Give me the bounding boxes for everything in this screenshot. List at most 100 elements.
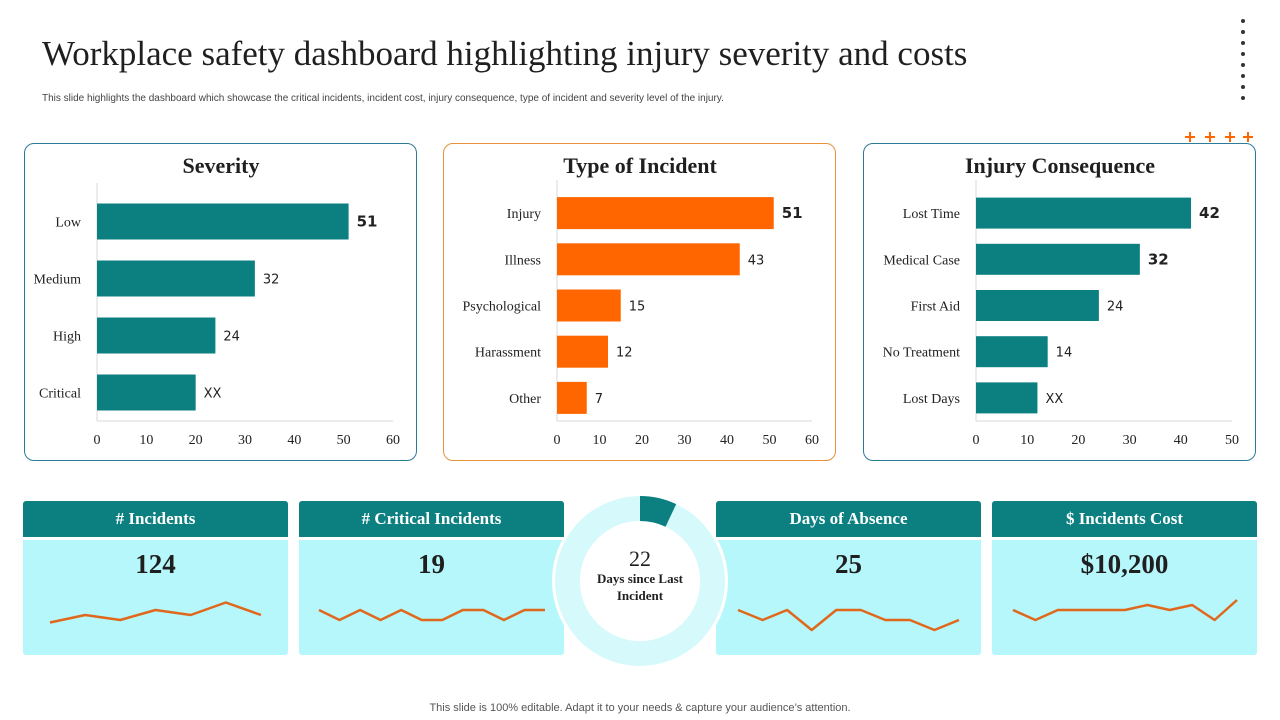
kpi-incidents-value: 124 <box>135 549 176 579</box>
donut-slice <box>640 496 677 527</box>
bar-lost-time <box>976 197 1192 229</box>
sparkline-path <box>1012 599 1238 622</box>
value-label-high: 24 <box>223 330 240 345</box>
x-tick-label: 0 <box>94 433 101 448</box>
value-label-psychological: 15 <box>629 300 646 315</box>
bar-illness <box>557 243 740 276</box>
kpi-critical-incidents-header: # Critical Incidents <box>299 501 564 537</box>
category-label-lost-time: Lost Time <box>903 207 960 222</box>
category-label-harassment: Harassment <box>475 346 541 361</box>
bar-low <box>97 203 349 240</box>
x-tick-label: 30 <box>678 433 692 448</box>
bar-injury <box>557 197 774 230</box>
kpi-incidents-cost-header: $ Incidents Cost <box>992 501 1257 537</box>
donut-hole <box>580 521 700 641</box>
kpi-critical-incidents-sparkline <box>318 608 545 622</box>
bar-chart-svg: Severity 0 10 20 30 40 50 60 Low 51 Medium 32 High 24… <box>34 153 400 448</box>
days-since-incident-donut <box>552 493 728 669</box>
kpi-incidents-header: # Incidents <box>23 501 288 537</box>
x-tick-label: 50 <box>763 433 777 448</box>
bar-chart-svg: Injury Consequence 0 10 20 30 40 50 Lost Time 42… <box>883 153 1239 448</box>
kpi-critical-incidents-value: 19 <box>418 549 445 579</box>
kpi-incidents-cost-card <box>992 540 1257 655</box>
category-label-illness: Illness <box>504 253 541 268</box>
bar-lost-days <box>976 382 1038 414</box>
page-title: Workplace safety dashboard highlighting … <box>42 34 968 73</box>
x-tick-label: 50 <box>337 433 351 448</box>
sparkline-path <box>49 601 262 624</box>
kpi-days-absence-card <box>716 540 981 655</box>
value-label-first-aid: 24 <box>1107 300 1124 315</box>
category-label-psychological: Psychological <box>462 300 541 315</box>
kpi-days-absence-value: 25 <box>835 549 862 579</box>
category-label-lost-days: Lost Days <box>903 392 960 407</box>
x-tick-label: 60 <box>805 433 819 448</box>
decorative-plus-icon <box>1185 132 1253 142</box>
days-since-incident-value: 22 <box>629 546 651 571</box>
x-tick-label: 60 <box>386 433 400 448</box>
value-label-injury: 51 <box>782 204 803 222</box>
chart-title: Injury Consequence <box>965 153 1155 178</box>
kpi-days-absence-sparkline <box>737 608 960 632</box>
kpi-incidents-cost-value: $10,200 <box>1080 549 1169 579</box>
value-label-medical-case: 32 <box>1148 250 1169 268</box>
bar-critical <box>97 374 196 411</box>
x-tick-label: 50 <box>1225 433 1239 448</box>
footer-note: This slide is 100% editable. Adapt it to… <box>429 702 851 714</box>
severity-chart-panel: Severity 0 10 20 30 40 50 60 Low 51 Medium 32 High 24… <box>24 143 417 461</box>
value-label-medium: 32 <box>263 273 280 288</box>
kpi-incidents-card <box>23 540 288 655</box>
page-subtitle: This slide highlights the dashboard whic… <box>42 93 724 104</box>
x-tick-label: 0 <box>554 433 561 448</box>
value-label-no-treatment: 14 <box>1056 346 1073 361</box>
kpi-incidents-cost-sparkline <box>1012 599 1238 622</box>
x-tick-label: 40 <box>1174 433 1188 448</box>
kpi-days-absence-header: Days of Absence <box>716 501 981 537</box>
x-tick-label: 30 <box>1123 433 1137 448</box>
x-tick-label: 40 <box>720 433 734 448</box>
injury-consequence-chart-panel: Injury Consequence 0 10 20 30 40 50 Lost Time 42… <box>863 143 1256 461</box>
x-tick-label: 0 <box>973 433 980 448</box>
category-label-first-aid: First Aid <box>911 300 960 315</box>
value-label-lost-days: XX <box>1045 392 1063 407</box>
x-tick-label: 10 <box>593 433 607 448</box>
chart-title: Type of Incident <box>563 153 717 178</box>
x-tick-label: 30 <box>238 433 252 448</box>
bar-medical-case <box>976 243 1140 275</box>
bar-harassment <box>557 335 608 368</box>
days-since-incident-label: Days since Last Incident <box>597 571 683 603</box>
category-label-high: High <box>53 330 81 345</box>
value-label-low: 51 <box>357 213 378 231</box>
bar-high <box>97 317 216 354</box>
bar-chart-svg: Type of Incident 0 10 20 30 40 50 60 Injury 51 Ill… <box>462 153 819 448</box>
category-label-medium: Medium <box>34 273 82 288</box>
x-tick-label: 20 <box>189 433 203 448</box>
category-label-injury: Injury <box>507 207 541 222</box>
x-tick-label: 10 <box>139 433 153 448</box>
x-tick-label: 40 <box>287 433 301 448</box>
value-label-other: 7 <box>595 392 603 407</box>
sparkline-path <box>318 608 545 622</box>
bar-other <box>557 381 587 414</box>
bar-first-aid <box>976 290 1099 321</box>
incident-type-chart-panel: Type of Incident 0 10 20 30 40 50 60 Injury 51 Ill… <box>443 143 836 461</box>
bar-no-treatment <box>976 336 1048 368</box>
category-label-no-treatment: No Treatment <box>883 346 961 361</box>
x-tick-label: 20 <box>635 433 649 448</box>
sparkline-path <box>737 608 960 632</box>
value-label-lost-time: 42 <box>1199 204 1220 222</box>
category-label-other: Other <box>509 392 541 407</box>
category-label-low: Low <box>55 216 82 231</box>
value-label-critical: XX <box>204 387 222 402</box>
kpi-critical-incidents-card <box>299 540 564 655</box>
value-label-harassment: 12 <box>616 346 633 361</box>
category-label-medical-case: Medical Case <box>883 253 960 268</box>
bar-medium <box>97 260 255 297</box>
x-tick-label: 20 <box>1071 433 1085 448</box>
bar-psychological <box>557 289 621 322</box>
value-label-illness: 43 <box>748 253 765 268</box>
x-tick-label: 10 <box>1020 433 1034 448</box>
kpi-incidents-sparkline <box>49 601 262 624</box>
decorative-dots-icon <box>1241 19 1245 100</box>
chart-title: Severity <box>183 153 260 178</box>
